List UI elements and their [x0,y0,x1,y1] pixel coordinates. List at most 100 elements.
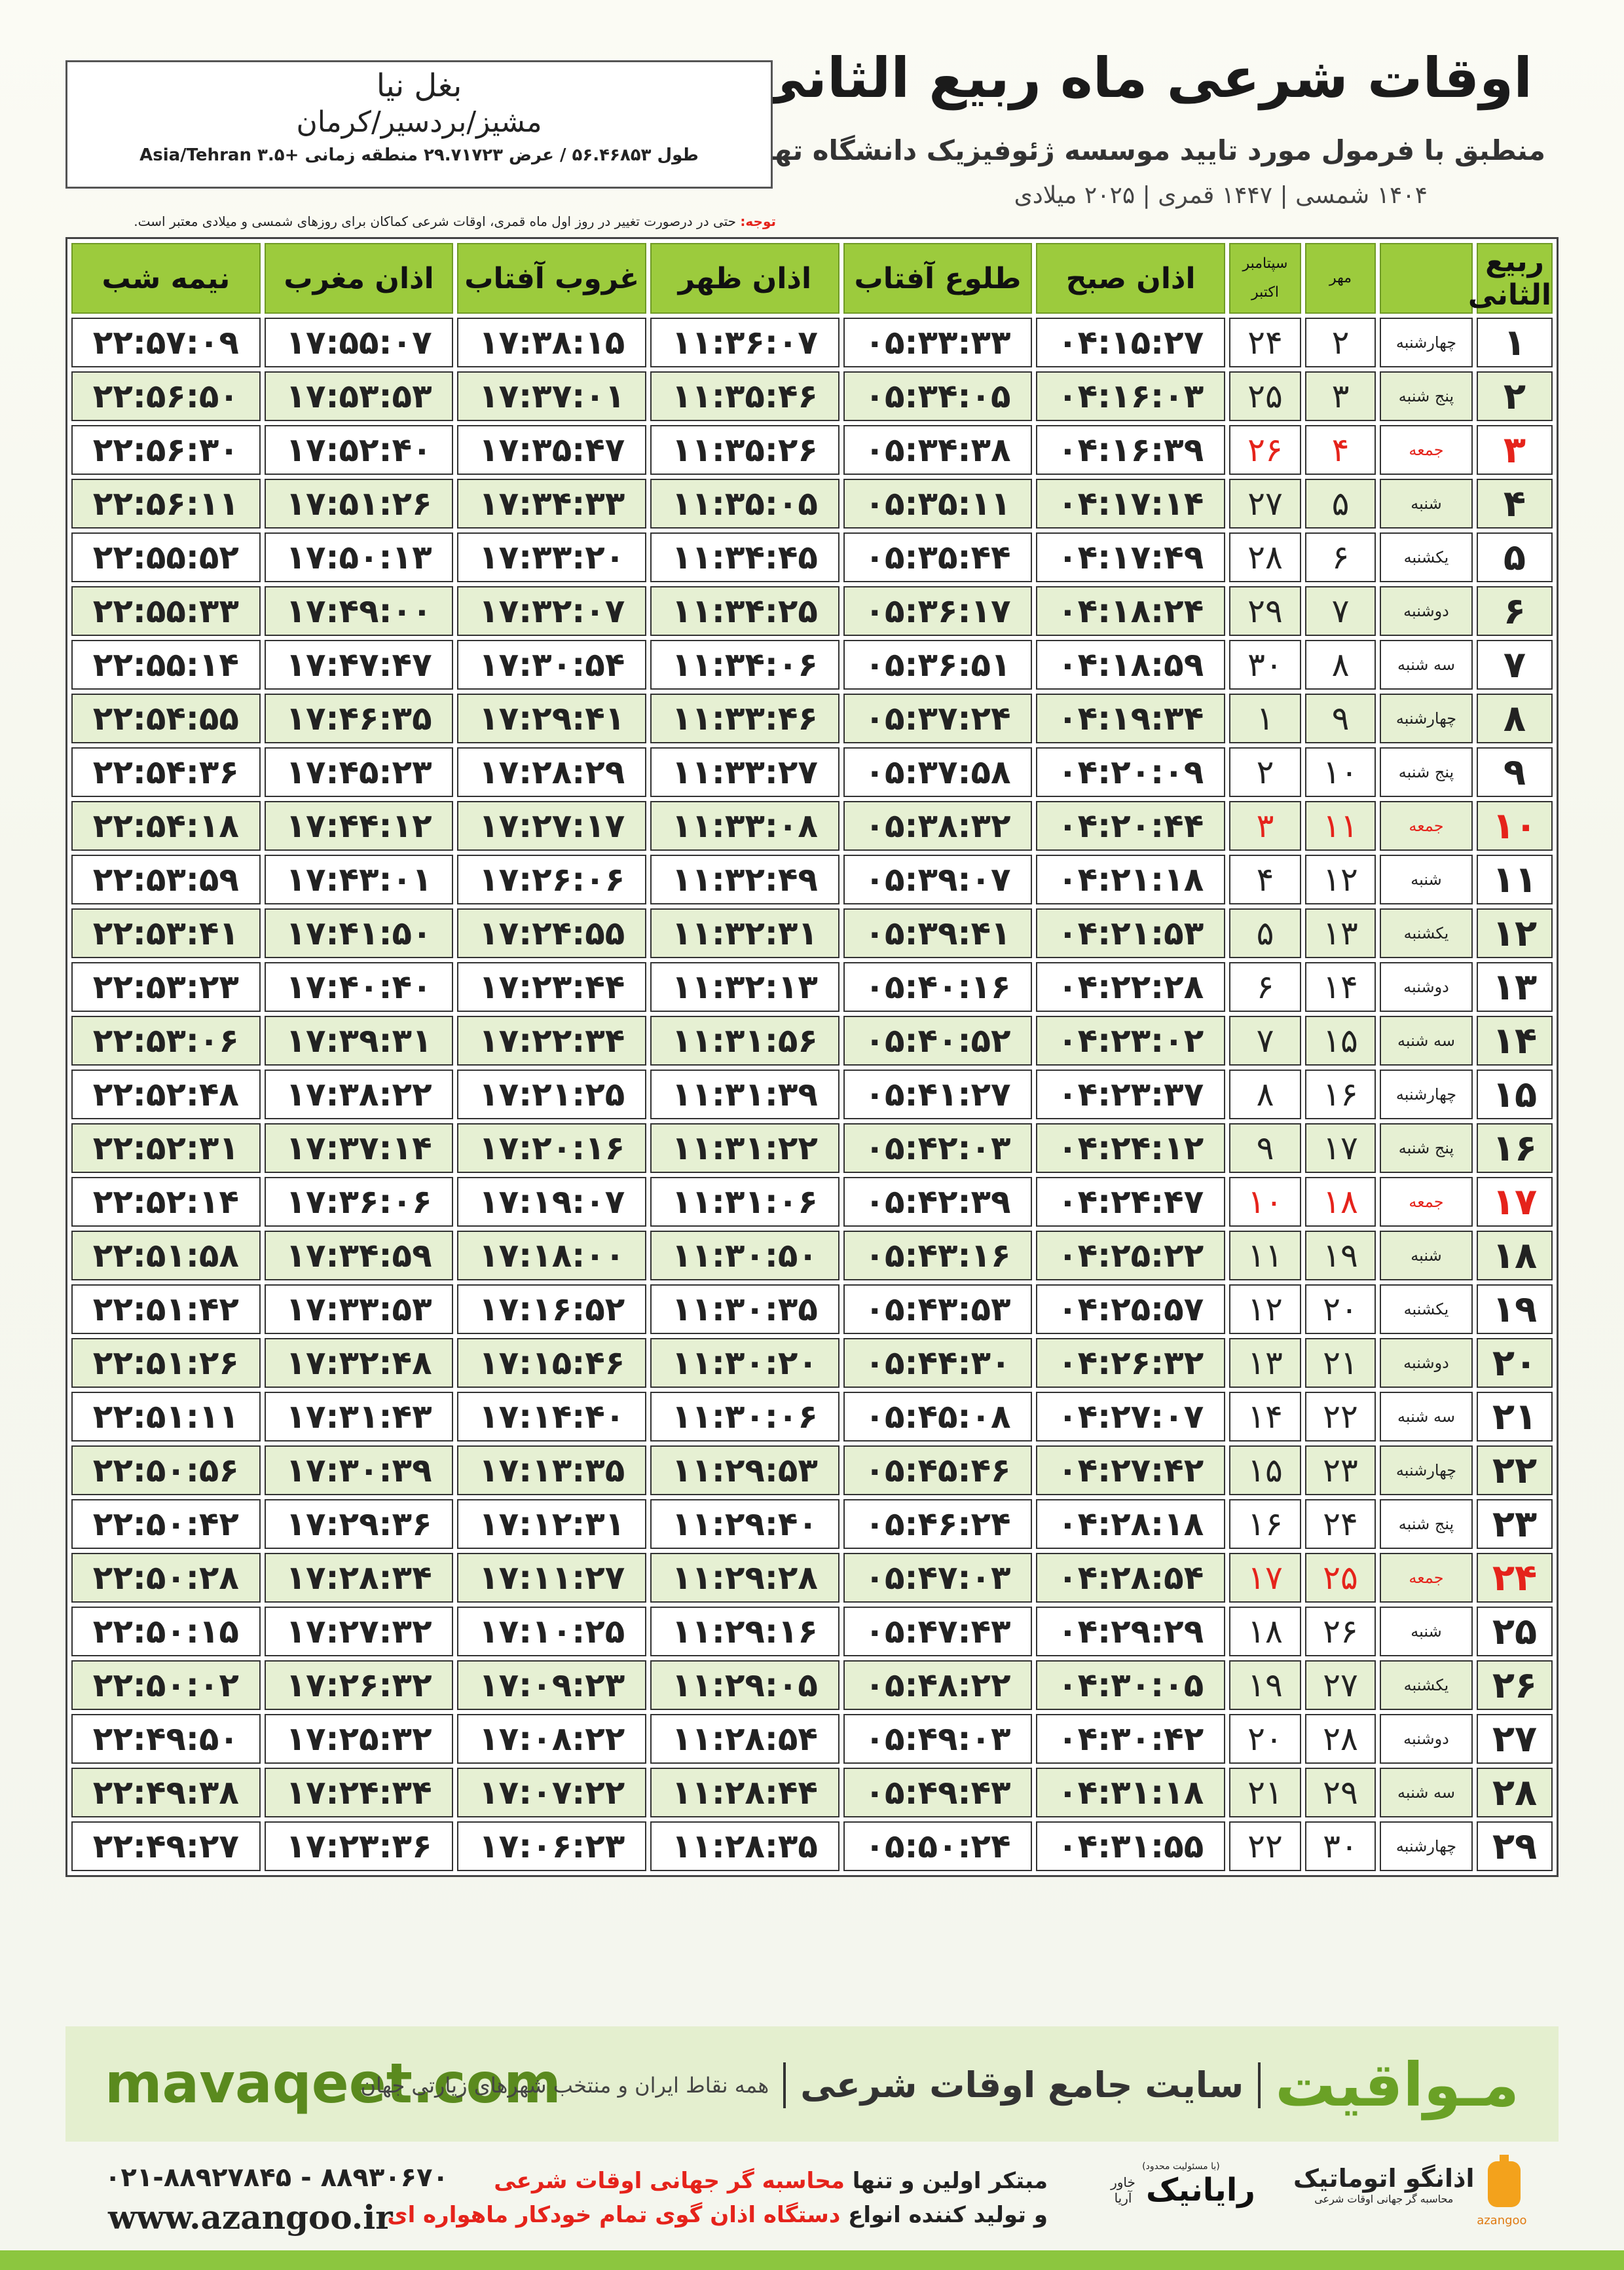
date-cell: پنج شنبه [1380,1123,1473,1173]
date-cell: ۲۰ [1305,1284,1376,1334]
date-cell: ۴ [1229,855,1301,904]
time-cell: ۰۵:۵۰:۲۴ [843,1821,1033,1871]
date-cell: ۱۰ [1477,801,1553,851]
time-cell: ۱۷:۲۸:۳۴ [264,1553,454,1603]
date-cell: ۲۲ [1305,1392,1376,1442]
time-cell: ۰۴:۱۸:۲۴ [1036,586,1225,636]
time-cell: ۱۱:۲۹:۲۸ [650,1553,840,1603]
date-cell: ۱۴ [1305,962,1376,1012]
date-cell: ۱۵ [1305,1016,1376,1066]
date-cell: ۲۲ [1229,1821,1301,1871]
time-cell: ۱۱:۳۲:۴۹ [650,855,840,904]
time-cell: ۰۵:۳۹:۰۷ [843,855,1033,904]
date-cell: ۱۴ [1229,1392,1301,1442]
time-cell: ۲۲:۵۴:۵۵ [71,694,261,743]
time-cell: ۰۵:۴۵:۰۸ [843,1392,1033,1442]
time-cell: ۰۴:۱۶:۰۳ [1036,371,1225,421]
date-cell: ۲۷ [1229,479,1301,529]
rayanik-logo: (با مسئولیت محدود) رایانیک خاور آریا [1107,2161,1255,2208]
line1-highlight: محاسبه گر جهانی اوقات شرعی [494,2168,845,2194]
date-cell: ۲۱ [1477,1392,1553,1442]
time-cell: ۲۲:۴۹:۳۸ [71,1768,261,1817]
column-header: سپتامبر اکتبر [1229,243,1301,314]
time-cell: ۰۴:۲۵:۲۲ [1036,1231,1225,1280]
date-cell: ۱۱ [1229,1231,1301,1280]
website: www.azangoo.ir [108,2198,393,2237]
date-cell: ۲۷ [1477,1714,1553,1764]
line2: و تولید کننده انواع [848,2202,1048,2228]
time-cell: ۰۵:۴۶:۲۴ [843,1499,1033,1549]
time-cell: ۲۲:۵۱:۴۲ [71,1284,261,1334]
site-url: mavaqeet.com [105,2051,561,2115]
time-cell: ۱۷:۳۴:۵۹ [264,1231,454,1280]
date-cell: ۹ [1305,694,1376,743]
phone: ۰۲۱-۸۸۹۲۷۸۴۵ - ۸۸۹۳۰۶۷۰ [105,2163,449,2193]
time-cell: ۰۵:۴۷:۰۳ [843,1553,1033,1603]
time-cell: ۱۷:۲۳:۳۶ [264,1821,454,1871]
time-cell: ۱۱:۳۴:۰۶ [650,640,840,690]
time-cell: ۰۴:۱۸:۵۹ [1036,640,1225,690]
table-row: ۲۰ دوشنبه ۲۱ ۱۳ ۰۴:۲۶:۳۲ ۰۵:۴۴:۳۰ ۱۱:۳۰:۲۰ ۱۷:۱… [71,1338,1553,1388]
time-cell: ۱۱:۳۰:۲۰ [650,1338,840,1388]
column-header-line: سپتامبر [1242,255,1288,272]
time-cell: ۰۴:۱۹:۳۴ [1036,694,1225,743]
banner: mavaqeet.com مـواقیت سایت جامع اوقات شرع… [65,2026,1559,2142]
time-cell: ۱۷:۴۳:۰۱ [264,855,454,904]
date-cell: چهارشنبه [1380,1070,1473,1119]
date-cell: ۵ [1477,532,1553,582]
column-header: نیمه شب [71,243,261,314]
time-cell: ۱۱:۳۳:۲۷ [650,747,840,797]
date-cell: ۸ [1305,640,1376,690]
date-cell: پنج شنبه [1380,371,1473,421]
time-cell: ۱۷:۲۹:۳۶ [264,1499,454,1549]
time-cell: ۰۴:۲۵:۵۷ [1036,1284,1225,1334]
time-cell: ۱۱:۲۹:۴۰ [650,1499,840,1549]
time-cell: ۱۷:۲۵:۳۲ [264,1714,454,1764]
azangoo-logo: اذانگو اتوماتیک محاسبه گر جهانی اوقات شر… [1293,2155,1527,2227]
time-cell: ۱۷:۴۶:۳۵ [264,694,454,743]
time-cell: ۲۲:۵۰:۴۲ [71,1499,261,1549]
brand-row: مـواقیت سایت جامع اوقات شرعی همه نقاط ای… [360,2050,1519,2120]
date-cell: شنبه [1380,1607,1473,1656]
time-cell: ۱۷:۲۲:۳۴ [457,1016,647,1066]
date-cell: ۱۵ [1229,1445,1301,1495]
location-box: بغل نیا مشیز/بردسیر/کرمان طول ۵۶.۴۶۸۵۳ /… [65,60,773,189]
column-header: طلوع آفتاب [843,243,1033,314]
date-cell: پنج شنبه [1380,747,1473,797]
time-cell: ۲۲:۵۶:۵۰ [71,371,261,421]
time-cell: ۱۱:۳۱:۳۹ [650,1070,840,1119]
time-cell: ۰۵:۳۷:۲۴ [843,694,1033,743]
time-cell: ۰۵:۳۴:۳۸ [843,425,1033,475]
date-cell: چهارشنبه [1380,318,1473,367]
years: ۱۴۰۴ شمسی | ۱۴۴۷ قمری | ۲۰۲۵ میلادی [1014,182,1428,209]
table-row: ۶ دوشنبه ۷ ۲۹ ۰۴:۱۸:۲۴ ۰۵:۳۶:۱۷ ۱۱:۳۴:۲۵ ۱۷:۳۲:… [71,586,1553,636]
table-row: ۱۵ چهارشنبه ۱۶ ۸ ۰۴:۲۳:۳۷ ۰۵:۴۱:۲۷ ۱۱:۳۱:۳۹ ۱۷:… [71,1070,1553,1119]
date-cell: ۲۱ [1229,1768,1301,1817]
time-cell: ۰۴:۲۹:۲۹ [1036,1607,1225,1656]
date-cell: چهارشنبه [1380,694,1473,743]
time-cell: ۲۲:۵۰:۱۵ [71,1607,261,1656]
time-cell: ۰۴:۲۰:۰۹ [1036,747,1225,797]
time-cell: ۲۲:۵۶:۳۰ [71,425,261,475]
time-cell: ۱۷:۰۷:۲۲ [457,1768,647,1817]
date-cell: ۲۳ [1477,1499,1553,1549]
time-cell: ۰۵:۳۵:۱۱ [843,479,1033,529]
date-cell: ۱۶ [1477,1123,1553,1173]
date-cell: ۱۳ [1229,1338,1301,1388]
column-header: غروب آفتاب [457,243,647,314]
date-cell: ۲۷ [1305,1660,1376,1710]
table-row: ۱۴ سه شنبه ۱۵ ۷ ۰۴:۲۳:۰۲ ۰۵:۴۰:۵۲ ۱۱:۳۱:۵۶ ۱۷:۲… [71,1016,1553,1066]
time-cell: ۱۷:۳۷:۰۱ [457,371,647,421]
time-cell: ۱۱:۳۰:۳۵ [650,1284,840,1334]
time-cell: ۱۷:۴۴:۱۲ [264,801,454,851]
logo-text: رایانیک [1146,2172,1255,2208]
time-cell: ۱۷:۲۰:۱۶ [457,1123,647,1173]
time-cell: ۱۷:۲۷:۱۷ [457,801,647,851]
time-cell: ۰۴:۱۷:۴۹ [1036,532,1225,582]
time-cell: ۱۷:۵۳:۵۳ [264,371,454,421]
time-cell: ۰۵:۴۷:۴۳ [843,1607,1033,1656]
time-cell: ۰۵:۴۰:۱۶ [843,962,1033,1012]
time-cell: ۱۷:۳۰:۳۹ [264,1445,454,1495]
time-cell: ۰۴:۳۰:۰۵ [1036,1660,1225,1710]
time-cell: ۱۱:۳۴:۲۵ [650,586,840,636]
